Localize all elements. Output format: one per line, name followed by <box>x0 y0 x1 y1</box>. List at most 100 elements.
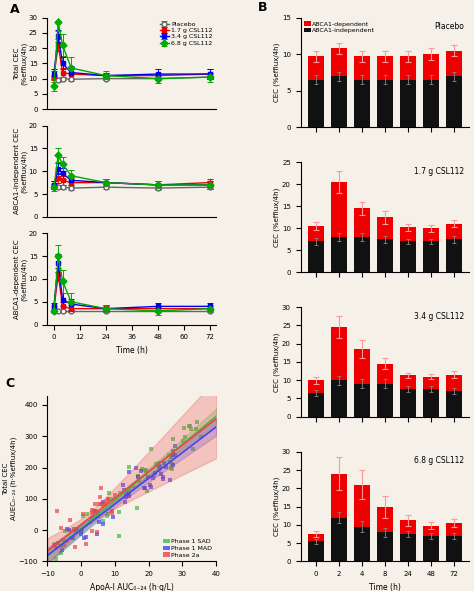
Point <box>169 450 177 459</box>
Bar <box>423 80 439 127</box>
Point <box>67 534 74 543</box>
Point <box>79 509 87 518</box>
Point <box>189 444 197 453</box>
Point <box>82 532 90 542</box>
Point <box>63 537 70 546</box>
Point <box>142 465 150 475</box>
Point <box>146 480 154 489</box>
Text: C: C <box>5 377 14 390</box>
Bar <box>308 393 324 417</box>
Point <box>198 432 205 441</box>
Point <box>140 466 148 475</box>
Bar <box>377 364 393 384</box>
Point <box>100 516 107 525</box>
Bar <box>354 57 370 80</box>
Point <box>133 463 140 473</box>
Bar <box>308 57 324 80</box>
Point <box>91 512 99 522</box>
Y-axis label: ABCA1-independent CEC
(%efflux/4h): ABCA1-independent CEC (%efflux/4h) <box>14 128 27 215</box>
Y-axis label: CEC (%efflux/4h): CEC (%efflux/4h) <box>274 477 281 536</box>
Point <box>171 441 179 451</box>
Bar <box>377 57 393 80</box>
Point <box>182 432 189 441</box>
Point <box>52 544 59 553</box>
Bar <box>331 518 347 561</box>
Bar <box>377 506 393 532</box>
Point <box>66 515 74 525</box>
Point <box>91 499 99 509</box>
Point <box>166 476 174 485</box>
Point <box>168 459 175 469</box>
Point <box>193 417 201 427</box>
Text: A: A <box>10 3 20 16</box>
Point <box>192 424 200 434</box>
Bar <box>446 536 462 561</box>
Bar <box>331 182 347 237</box>
Point <box>121 497 128 506</box>
Point <box>169 447 176 456</box>
Point <box>99 497 107 506</box>
Bar <box>446 76 462 127</box>
Point <box>125 467 132 476</box>
Text: Placebo: Placebo <box>434 22 464 31</box>
Point <box>57 548 65 558</box>
Point <box>73 524 81 533</box>
Bar <box>446 224 462 239</box>
Point <box>181 424 188 433</box>
Bar <box>377 532 393 561</box>
Point <box>119 480 127 490</box>
Point <box>125 485 132 495</box>
Bar <box>400 534 416 561</box>
Legend: Phase 1 SAD, Phase 1 MAD, Phase 2a: Phase 1 SAD, Phase 1 MAD, Phase 2a <box>163 538 213 558</box>
Point <box>92 506 100 515</box>
Point <box>77 527 84 537</box>
Point <box>53 506 61 516</box>
Bar <box>400 375 416 389</box>
Point <box>185 421 193 431</box>
Bar <box>423 241 439 272</box>
Point <box>157 469 164 478</box>
Bar <box>423 54 439 80</box>
Point <box>79 511 86 521</box>
Point <box>97 492 104 501</box>
Bar <box>308 80 324 127</box>
Point <box>93 530 101 539</box>
Point <box>99 519 107 529</box>
Point <box>166 457 174 467</box>
Point <box>111 490 119 499</box>
Point <box>103 512 111 521</box>
Bar <box>354 384 370 417</box>
Point <box>125 491 133 501</box>
Point <box>89 513 96 522</box>
Point <box>159 474 167 483</box>
Point <box>94 511 102 521</box>
Point <box>162 462 170 472</box>
Point <box>155 459 163 468</box>
Point <box>71 543 79 552</box>
Point <box>155 465 163 475</box>
Point <box>151 470 158 480</box>
Bar <box>400 57 416 80</box>
Bar <box>354 485 370 527</box>
Point <box>97 483 105 492</box>
Bar <box>400 389 416 417</box>
Point <box>168 465 175 474</box>
Point <box>109 494 117 504</box>
Point <box>167 463 175 473</box>
Bar <box>423 536 439 561</box>
Point <box>141 483 149 493</box>
Bar <box>331 380 347 417</box>
X-axis label: Time (h): Time (h) <box>116 346 148 355</box>
Point <box>165 450 173 460</box>
Point <box>65 525 73 535</box>
Point <box>71 524 78 534</box>
Bar <box>423 228 439 241</box>
Y-axis label: CEC (%efflux/4h): CEC (%efflux/4h) <box>274 43 281 102</box>
Bar <box>308 226 324 241</box>
Bar <box>354 237 370 272</box>
Bar <box>354 527 370 561</box>
Point <box>152 460 159 469</box>
Text: 1.7 g CSL112: 1.7 g CSL112 <box>414 167 464 176</box>
Bar <box>446 375 462 391</box>
Point <box>186 421 193 431</box>
